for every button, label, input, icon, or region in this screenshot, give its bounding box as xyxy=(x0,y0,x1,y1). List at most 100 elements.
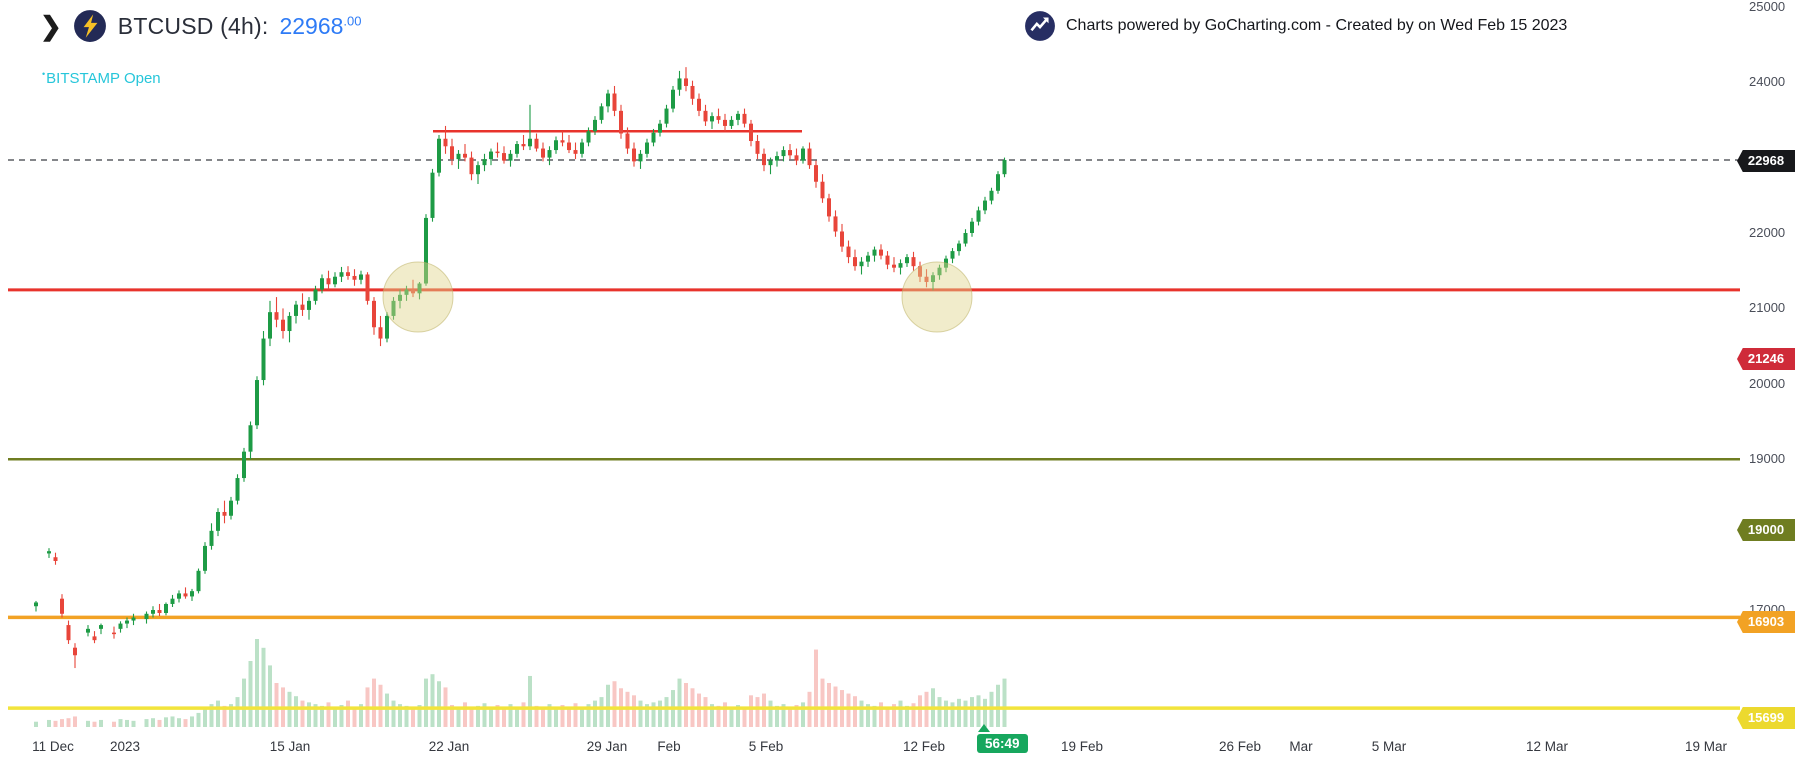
candle-body xyxy=(690,85,695,99)
volume-bar xyxy=(567,708,571,727)
candle-body xyxy=(599,106,604,120)
candle-body xyxy=(879,249,883,256)
volume-bar xyxy=(190,716,194,727)
volume-bar xyxy=(300,700,305,727)
candle-body xyxy=(541,148,545,158)
candle-body xyxy=(859,261,864,267)
candle-body xyxy=(66,625,71,641)
volume-bar xyxy=(911,703,916,727)
candle-body xyxy=(502,153,506,161)
volume-bar xyxy=(333,707,337,727)
candle-body xyxy=(222,511,227,516)
volume-bar xyxy=(651,702,656,727)
volume-bar xyxy=(118,719,123,727)
candle-body xyxy=(60,598,64,614)
candle-body xyxy=(99,625,103,629)
candle-body xyxy=(430,172,435,218)
volume-bar xyxy=(495,705,500,727)
candle-body xyxy=(989,190,994,201)
candle-body xyxy=(749,123,753,142)
candle-body xyxy=(788,150,792,156)
volume-bar xyxy=(794,705,799,727)
candle-body xyxy=(378,327,383,339)
candle-body xyxy=(918,266,922,277)
candle-body xyxy=(391,300,396,316)
volume-bar xyxy=(424,678,428,727)
time-axis[interactable]: 11 Dec 2023 15 Jan 22 Jan 29 Jan Feb 5 Feb 12 F… xyxy=(0,732,1797,771)
volume-bar xyxy=(554,707,558,727)
volume-bar xyxy=(612,681,617,727)
volume-bar xyxy=(983,698,987,727)
volume-bar xyxy=(235,697,240,727)
price-badge-15699: 15699 xyxy=(1737,707,1795,729)
candle-body xyxy=(112,632,116,635)
volume-bar xyxy=(378,684,383,727)
time-axis-label: 5 Mar xyxy=(1371,739,1407,754)
volume-bar xyxy=(164,717,168,727)
candle-body xyxy=(983,200,987,211)
volume-bar xyxy=(658,700,662,727)
candle-body xyxy=(144,613,149,620)
volume-bar xyxy=(879,702,883,727)
candle-body xyxy=(346,272,350,276)
volume-bar xyxy=(846,693,851,727)
volume-bar xyxy=(859,700,864,727)
candle-body xyxy=(775,156,779,161)
candle-body xyxy=(287,315,292,332)
highlight-circle-annotation[interactable] xyxy=(382,261,454,333)
volume-bar xyxy=(274,683,279,727)
candle-body xyxy=(957,243,961,252)
volume-bar xyxy=(170,716,175,727)
candle-body xyxy=(86,628,90,633)
candle-body xyxy=(554,140,558,151)
volume-bar xyxy=(372,678,376,727)
candle-body xyxy=(820,181,825,199)
volume-bar xyxy=(456,707,461,727)
candle-body xyxy=(339,272,344,277)
candle-body xyxy=(547,150,552,158)
volume-bar xyxy=(417,705,422,727)
volume-bar xyxy=(742,706,747,727)
volume-bar xyxy=(112,721,116,727)
candle-body xyxy=(294,304,298,316)
volume-bar xyxy=(723,702,727,727)
volume-bar xyxy=(534,705,539,727)
volume-bar xyxy=(398,704,402,727)
candle-body xyxy=(47,551,51,554)
exchange-status-label: BITSTAMP Open xyxy=(46,70,161,87)
candle-body xyxy=(996,174,1000,191)
volume-bar xyxy=(814,649,818,727)
candle-body xyxy=(677,78,682,90)
volume-bar xyxy=(827,683,831,727)
expand-sidebar-chevron-icon[interactable]: ❯ xyxy=(40,11,62,41)
volume-bar xyxy=(125,719,129,727)
volume-bar xyxy=(547,704,552,727)
candle-body xyxy=(911,257,916,267)
volume-bar xyxy=(430,674,435,727)
volume-bar xyxy=(476,705,480,727)
candle-body xyxy=(411,289,415,294)
volume-bar xyxy=(203,707,207,727)
candle-body xyxy=(495,151,500,154)
candle-body xyxy=(34,602,38,607)
time-axis-label: 5 Feb xyxy=(748,739,784,754)
volume-bar xyxy=(463,702,467,727)
time-axis-label: 22 Jan xyxy=(428,739,470,754)
price-axis-label: 21000 xyxy=(1749,300,1786,316)
volume-bar xyxy=(411,707,415,727)
attribution: Charts powered by GoCharting.com - Creat… xyxy=(1024,10,1567,42)
volume-bar xyxy=(606,684,610,727)
volume-bar xyxy=(781,704,786,727)
highlight-circle-annotation[interactable] xyxy=(901,261,973,333)
candle-body xyxy=(632,148,636,162)
volume-bar xyxy=(560,705,565,727)
candle-body xyxy=(781,150,786,157)
candle-body xyxy=(671,89,675,109)
price-axis-label: 19000 xyxy=(1749,451,1786,467)
candle-body xyxy=(573,150,578,154)
volume-bar xyxy=(586,704,591,727)
candle-body xyxy=(196,570,201,592)
volume-bar xyxy=(593,700,597,727)
price-axis-label: 22000 xyxy=(1749,225,1786,240)
